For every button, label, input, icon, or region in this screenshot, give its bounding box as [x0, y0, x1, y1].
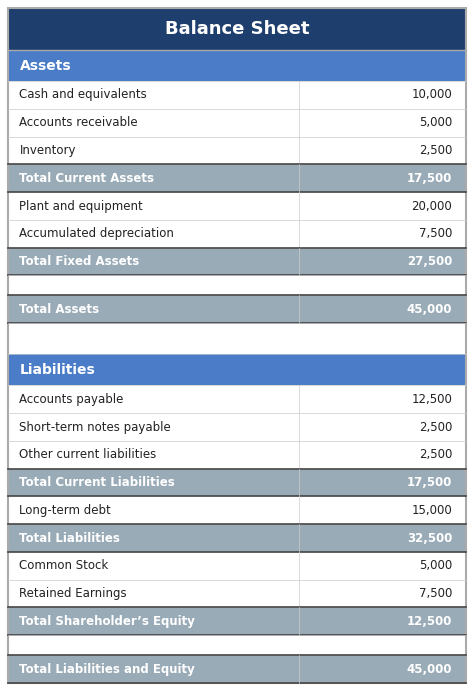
Bar: [8, 468, 466, 496]
Text: Cash and equivalents: Cash and equivalents: [19, 88, 147, 102]
Bar: [8, 441, 466, 468]
Text: Balance Sheet: Balance Sheet: [165, 20, 309, 38]
Bar: [8, 524, 466, 552]
Bar: [8, 552, 466, 580]
Text: 17,500: 17,500: [407, 172, 452, 184]
Text: Accumulated depreciation: Accumulated depreciation: [19, 227, 174, 240]
Text: 2,500: 2,500: [419, 144, 452, 157]
Bar: [8, 220, 466, 247]
Bar: [8, 580, 466, 607]
Text: 45,000: 45,000: [407, 303, 452, 316]
Bar: [8, 137, 466, 164]
Text: Liabilities: Liabilities: [19, 363, 95, 377]
Bar: [8, 50, 466, 81]
Bar: [8, 323, 466, 354]
Text: Inventory: Inventory: [19, 144, 76, 157]
Bar: [8, 8, 466, 50]
Text: 7,500: 7,500: [419, 227, 452, 240]
Bar: [8, 109, 466, 137]
Bar: [8, 81, 466, 109]
Bar: [8, 655, 466, 683]
Text: 2,500: 2,500: [419, 421, 452, 433]
Text: 5,000: 5,000: [419, 559, 452, 572]
Text: 10,000: 10,000: [411, 88, 452, 102]
Bar: [8, 247, 466, 276]
Bar: [8, 635, 466, 655]
Bar: [8, 413, 466, 441]
Text: 45,000: 45,000: [407, 663, 452, 676]
Bar: [8, 354, 466, 386]
Text: Total Liabilities: Total Liabilities: [19, 531, 120, 545]
Text: Total Current Liabilities: Total Current Liabilities: [19, 476, 175, 489]
Text: 17,500: 17,500: [407, 476, 452, 489]
Text: 12,500: 12,500: [411, 392, 452, 406]
Text: 27,500: 27,500: [407, 255, 452, 268]
Text: Common Stock: Common Stock: [19, 559, 109, 572]
Text: Total Shareholder’s Equity: Total Shareholder’s Equity: [19, 615, 195, 628]
Text: Long-term debt: Long-term debt: [19, 504, 111, 517]
Text: Total Liabilities and Equity: Total Liabilities and Equity: [19, 663, 195, 676]
Text: 12,500: 12,500: [407, 615, 452, 628]
Text: 7,500: 7,500: [419, 587, 452, 600]
Text: Accounts receivable: Accounts receivable: [19, 116, 138, 129]
Text: Total Assets: Total Assets: [19, 303, 100, 316]
Text: Accounts payable: Accounts payable: [19, 392, 124, 406]
Text: 32,500: 32,500: [407, 531, 452, 545]
Text: Assets: Assets: [19, 59, 71, 73]
Bar: [8, 276, 466, 296]
Text: Total Fixed Assets: Total Fixed Assets: [19, 255, 140, 268]
Text: 20,000: 20,000: [411, 200, 452, 213]
Bar: [8, 496, 466, 524]
Bar: [8, 164, 466, 192]
Bar: [8, 192, 466, 220]
Text: Total Current Assets: Total Current Assets: [19, 172, 155, 184]
Text: Short-term notes payable: Short-term notes payable: [19, 421, 171, 433]
Text: Other current liabilities: Other current liabilities: [19, 448, 157, 462]
Bar: [8, 607, 466, 635]
Text: Plant and equipment: Plant and equipment: [19, 200, 143, 213]
Text: Retained Earnings: Retained Earnings: [19, 587, 127, 600]
Text: 5,000: 5,000: [419, 116, 452, 129]
Bar: [8, 386, 466, 413]
Text: 15,000: 15,000: [411, 504, 452, 517]
Text: 2,500: 2,500: [419, 448, 452, 462]
Bar: [8, 296, 466, 323]
